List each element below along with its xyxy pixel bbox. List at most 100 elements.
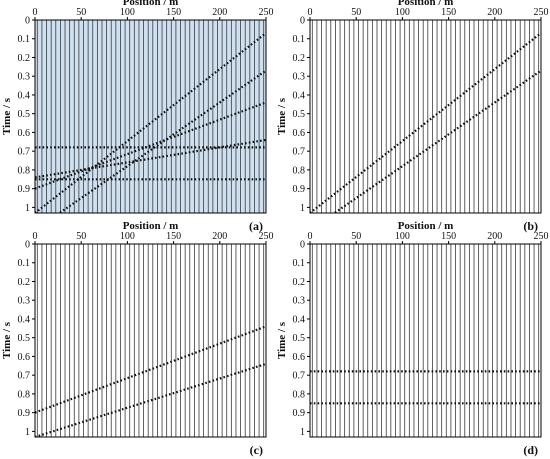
y-tick-label: 1 [300, 203, 305, 214]
y-tick-label: 0.5 [18, 109, 31, 120]
x-axis-label: Position / m [123, 220, 179, 232]
plot-background [310, 244, 541, 437]
event-line-1 [35, 32, 266, 213]
plot-frame [309, 19, 542, 214]
y-tick-label: 1 [25, 427, 30, 438]
x-tick-label: 250 [259, 231, 274, 242]
y-tick-label: 0.4 [18, 314, 31, 325]
y-tick-label: 0.1 [293, 258, 306, 269]
x-tick-label: 250 [534, 231, 549, 242]
x-tick-label: 50 [76, 231, 86, 242]
event-line-2 [332, 69, 541, 213]
y-tick-label: 0.2 [18, 53, 31, 64]
y-tick-label: 0.7 [293, 371, 306, 382]
event-group [310, 32, 541, 213]
y-axis-label: Time / s [1, 97, 13, 135]
y-tick-label: 1 [300, 427, 305, 438]
x-tick-label: 50 [351, 7, 361, 18]
x-tick-label: 200 [212, 231, 227, 242]
y-tick-label: 0.6 [293, 128, 306, 139]
event-group [310, 370, 541, 405]
x-axis-label: Position / m [398, 0, 454, 8]
y-tick-label: 0.7 [18, 147, 31, 158]
x-tick-label: 250 [534, 7, 549, 18]
chart-panel-4: 0 50 100 150 200 250 0 0.1 0.2 0.3 0.4 0.5 0.6 0.7 0.8… [276, 220, 549, 457]
plot-background [310, 20, 541, 213]
y-tick-label: 0.8 [18, 389, 31, 400]
y-tick-label: 0.5 [18, 333, 31, 344]
event-line-1 [35, 325, 266, 414]
y-tick-label: 0 [25, 240, 30, 251]
y-tick-label: 0.1 [18, 34, 31, 45]
y-tick-label: 0.9 [293, 184, 306, 195]
y-tick-label: 0.9 [18, 184, 31, 195]
plot-frame [34, 243, 267, 438]
x-tick-label: 50 [351, 231, 361, 242]
x-tick-label: 150 [166, 7, 181, 18]
y-tick-label: 0.4 [293, 90, 306, 101]
x-tick-label: 0 [33, 7, 38, 18]
x-tick-label: 200 [487, 231, 502, 242]
x-axis-label: Position / m [398, 220, 454, 232]
x-tick-label: 250 [259, 7, 274, 18]
y-axis-label: Time / s [276, 321, 288, 359]
event-group [35, 32, 266, 213]
plot-frame [309, 243, 542, 438]
x-tick-label: 200 [487, 7, 502, 18]
y-tick-label: 0.6 [18, 352, 31, 363]
event-line-3 [35, 101, 266, 190]
y-tick-label: 0.7 [18, 371, 31, 382]
x-tick-label: 0 [33, 231, 38, 242]
trace-group [311, 20, 540, 213]
trace-group [311, 244, 540, 437]
x-tick-label: 150 [441, 231, 456, 242]
y-tick-label: 0 [25, 16, 30, 27]
x-tick-label: 100 [120, 7, 135, 18]
chart-panel-3: 0 50 100 150 200 250 0 0.1 0.2 0.3 0.4 0.5 0.6 0.7 0.8… [1, 220, 274, 457]
panel-label: (b) [523, 219, 538, 233]
x-tick-label: 150 [166, 231, 181, 242]
x-tick-label: 0 [308, 7, 313, 18]
y-tick-label: 0 [300, 240, 305, 251]
panel-label: (c) [250, 443, 263, 457]
y-tick-label: 0.4 [18, 90, 31, 101]
panel-label: (a) [249, 219, 263, 233]
y-tick-label: 0.8 [293, 389, 306, 400]
trace-group [36, 20, 265, 213]
chart-panel-1: 0 50 100 150 200 250 0 0.1 0.2 0.3 0.4 0.5 0.6 0.7 0.8… [1, 0, 274, 233]
y-tick-label: 0.3 [18, 72, 31, 83]
x-tick-label: 100 [395, 7, 410, 18]
chart-panel-2: 0 50 100 150 200 250 0 0.1 0.2 0.3 0.4 0.5 0.6 0.7 0.8… [276, 0, 549, 233]
y-tick-label: 0.5 [293, 333, 306, 344]
y-tick-label: 0.9 [293, 408, 306, 419]
x-tick-label: 200 [212, 7, 227, 18]
y-tick-label: 0.3 [293, 72, 306, 83]
event-line-1 [310, 32, 541, 213]
y-axis-label: Time / s [1, 321, 13, 359]
trace-group [36, 244, 265, 437]
event-line-2 [57, 69, 266, 213]
panel-label: (d) [523, 443, 538, 457]
event-group [35, 325, 266, 437]
y-tick-label: 0.2 [18, 277, 31, 288]
y-tick-label: 0.2 [293, 277, 306, 288]
y-tick-label: 0.3 [18, 296, 31, 307]
y-tick-label: 1 [25, 203, 30, 214]
event-line-4 [35, 138, 266, 179]
y-tick-label: 0.1 [18, 258, 31, 269]
y-tick-label: 0.2 [293, 53, 306, 64]
x-tick-label: 0 [308, 231, 313, 242]
y-tick-label: 0.8 [293, 165, 306, 176]
y-tick-label: 0.6 [293, 352, 306, 363]
y-tick-label: 0 [300, 16, 305, 27]
y-tick-label: 0.1 [293, 34, 306, 45]
y-tick-label: 0.5 [293, 109, 306, 120]
y-tick-label: 0.8 [18, 165, 31, 176]
y-tick-label: 0.3 [293, 296, 306, 307]
y-axis-label: Time / s [276, 97, 288, 135]
y-tick-label: 0.6 [18, 128, 31, 139]
x-tick-label: 150 [441, 7, 456, 18]
x-axis-label: Position / m [123, 0, 179, 8]
event-line-2 [35, 362, 266, 437]
y-tick-label: 0.9 [18, 408, 31, 419]
